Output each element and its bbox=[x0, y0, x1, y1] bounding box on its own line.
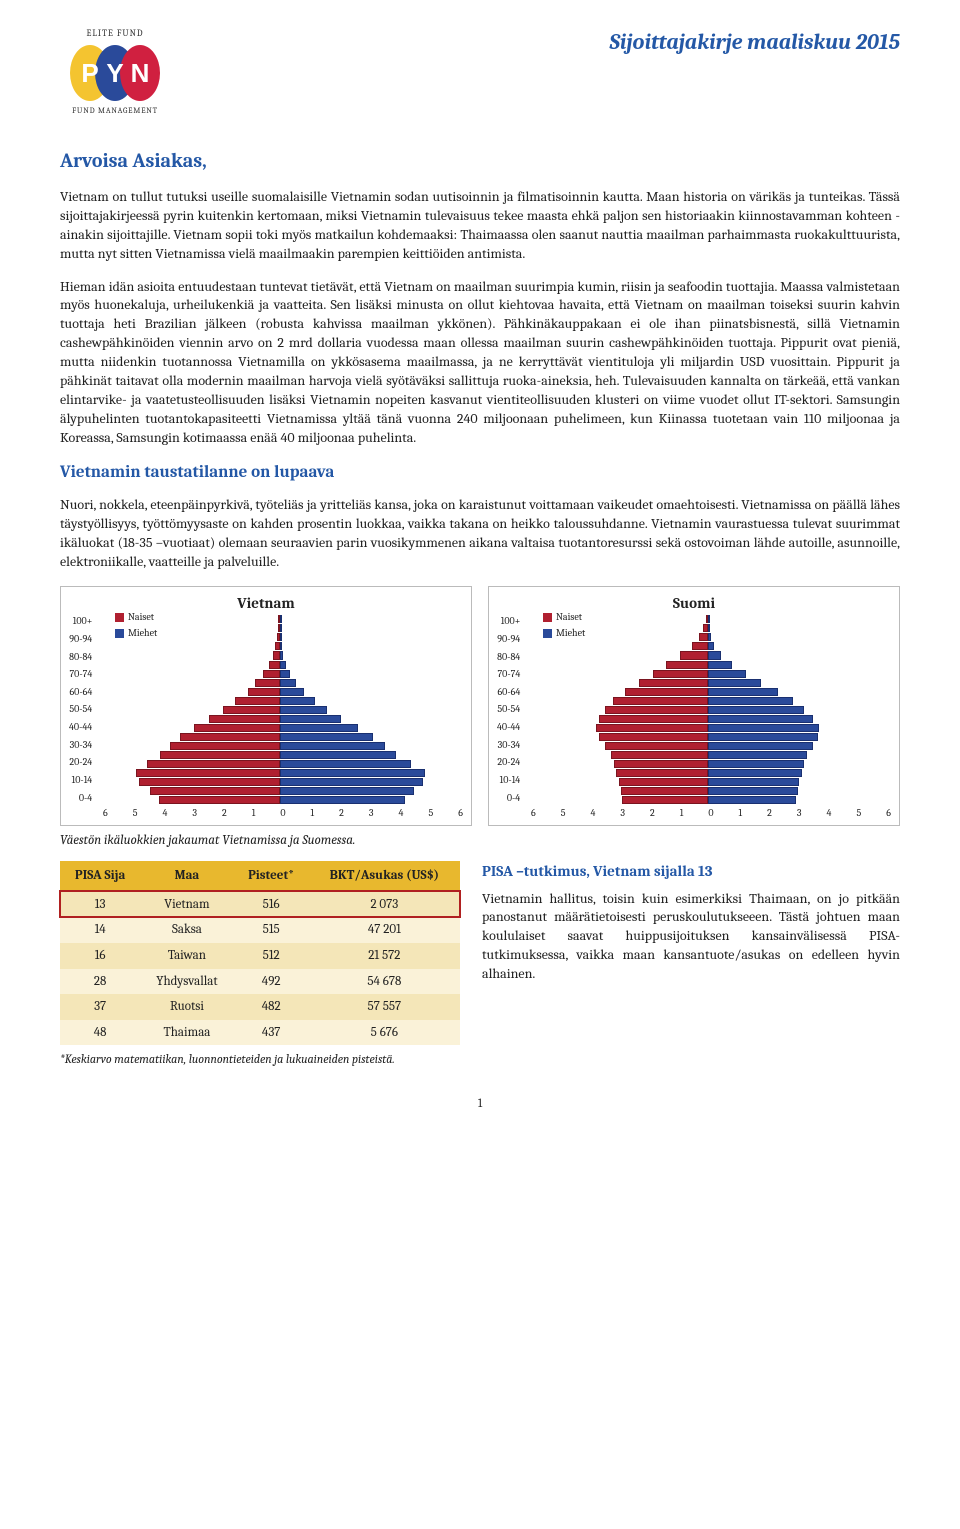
logo-top-text: ELITE FUND bbox=[60, 28, 170, 40]
page-header: ELITE FUND P Y N FUND MANAGEMENT Sijoitt… bbox=[60, 28, 900, 117]
logo-bottom-text: FUND MANAGEMENT bbox=[60, 106, 170, 117]
pisa-paragraph: Vietnamin hallitus, toisin kuin esimerki… bbox=[482, 890, 900, 984]
x-axis: 6543210123456 bbox=[497, 807, 891, 821]
table-row: 48Thaimaa4375 676 bbox=[60, 1020, 460, 1046]
table-header: BKT/Asukas (US$) bbox=[309, 861, 460, 891]
section-heading: Vietnamin taustatilanne on lupaava bbox=[60, 462, 900, 485]
bottom-row: PISA SijaMaaPisteet*BKT/Asukas (US$) 13V… bbox=[60, 861, 900, 1067]
pisa-heading: PISA –tutkimus, Vietnam sijalla 13 bbox=[482, 861, 900, 881]
y-axis-labels: 100+90-9480-8470-7460-6450-5440-4430-342… bbox=[69, 615, 96, 805]
pyramid-suomi bbox=[524, 615, 891, 805]
charts-row: Vietnam Naiset Miehet 100+90-9480-8470-7… bbox=[60, 586, 900, 826]
page-number: 1 bbox=[60, 1095, 900, 1111]
table-row: 28Yhdysvallat49254 678 bbox=[60, 969, 460, 995]
document-title: Sijoittajakirje maaliskuu 2015 bbox=[609, 28, 900, 58]
table-header: Pisteet* bbox=[234, 861, 309, 891]
table-column: PISA SijaMaaPisteet*BKT/Asukas (US$) 13V… bbox=[60, 861, 460, 1067]
x-axis: 6543210123456 bbox=[69, 807, 463, 821]
pyramid-vietnam bbox=[96, 615, 463, 805]
pisa-table: PISA SijaMaaPisteet*BKT/Asukas (US$) 13V… bbox=[60, 861, 460, 1045]
pisa-text-column: PISA –tutkimus, Vietnam sijalla 13 Vietn… bbox=[482, 861, 900, 984]
table-row: 16Taiwan51221 572 bbox=[60, 943, 460, 969]
table-header: PISA Sija bbox=[60, 861, 140, 891]
table-row: 37Ruotsi48257 557 bbox=[60, 994, 460, 1020]
table-header: Maa bbox=[140, 861, 233, 891]
salutation: Arvoisa Asiakas, bbox=[60, 147, 900, 174]
svg-text:P: P bbox=[81, 58, 98, 88]
paragraph-1: Vietnam on tullut tutuksi useille suomal… bbox=[60, 188, 900, 264]
table-row: 14Saksa51547 201 bbox=[60, 917, 460, 943]
table-header-row: PISA SijaMaaPisteet*BKT/Asukas (US$) bbox=[60, 861, 460, 891]
svg-text:Y: Y bbox=[106, 58, 123, 88]
chart-suomi: Suomi Naiset Miehet 100+90-9480-8470-746… bbox=[488, 586, 900, 826]
table-footnote: *Keskiarvo matematiikan, luonnontieteide… bbox=[60, 1051, 460, 1067]
y-axis-labels: 100+90-9480-8470-7460-6450-5440-4430-342… bbox=[497, 615, 524, 805]
chart-vietnam: Vietnam Naiset Miehet 100+90-9480-8470-7… bbox=[60, 586, 472, 826]
svg-text:N: N bbox=[131, 58, 150, 88]
logo-graphic: P Y N bbox=[65, 42, 165, 104]
logo: ELITE FUND P Y N FUND MANAGEMENT bbox=[60, 28, 170, 117]
table-row: 13Vietnam5162 073 bbox=[60, 891, 460, 917]
chart-caption: Väestön ikäluokkien jakaumat Vietnamissa… bbox=[60, 832, 900, 850]
paragraph-3: Nuori, nokkela, eteenpäinpyrkivä, työtel… bbox=[60, 496, 900, 572]
paragraph-2: Hieman idän asioita entuudestaan tunteva… bbox=[60, 278, 900, 448]
